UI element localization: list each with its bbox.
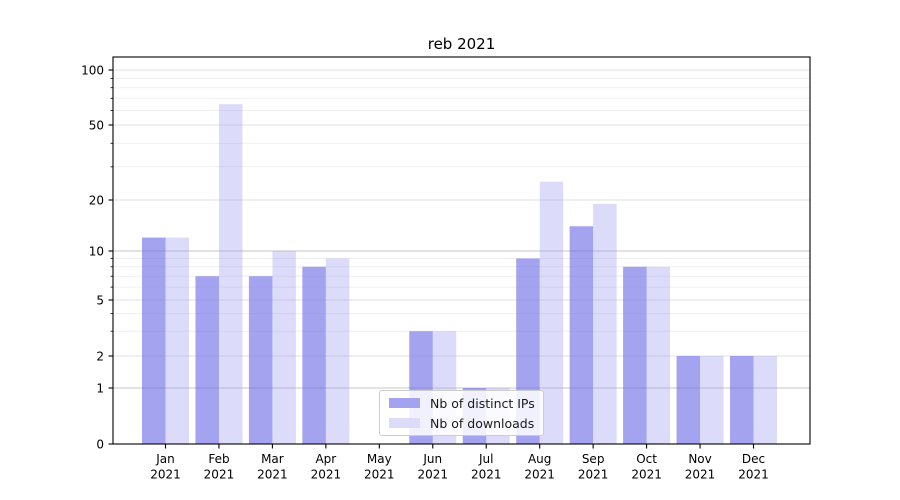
bar-distinct-ips-mar xyxy=(248,276,273,444)
x-tick-label-nov: Nov 2021 xyxy=(685,452,716,482)
y-tick-label-20: 20 xyxy=(89,194,104,208)
x-tick-label-dec: Dec 2021 xyxy=(738,452,769,482)
y-tick-label-0: 0 xyxy=(96,438,104,452)
x-tick-label-sep: Sep 2021 xyxy=(578,452,609,482)
y-tick-label-100: 100 xyxy=(81,64,104,78)
legend-item-downloads: Nb of downloads xyxy=(389,416,534,431)
legend-swatch-distinct-ips xyxy=(389,398,420,408)
x-tick-label-may: May 2021 xyxy=(364,452,395,482)
legend-swatch-downloads xyxy=(389,418,420,428)
bar-downloads-aug xyxy=(539,181,564,445)
x-tick-label-feb: Feb 2021 xyxy=(204,452,235,482)
bar-distinct-ips-nov xyxy=(676,356,701,444)
x-tick-label-jan: Jan 2021 xyxy=(150,452,181,482)
y-tick-label-2: 2 xyxy=(96,350,104,364)
bar-downloads-sep xyxy=(593,203,617,444)
bar-downloads-oct xyxy=(646,266,671,444)
bar-distinct-ips-feb xyxy=(195,276,219,444)
bar-distinct-ips-oct xyxy=(623,266,647,444)
bar-distinct-ips-jan xyxy=(142,237,166,444)
legend-label-distinct-ips: Nb of distinct IPs xyxy=(430,395,535,411)
legend-item-distinct-ips: Nb of distinct IPs xyxy=(389,395,535,411)
y-tick-label-5: 5 xyxy=(96,294,104,308)
x-tick-label-aug: Aug 2021 xyxy=(524,452,555,482)
x-tick-label-oct: Oct 2021 xyxy=(631,452,662,482)
bar-downloads-feb xyxy=(218,104,243,445)
bar-downloads-mar xyxy=(272,251,296,444)
x-tick-label-apr: Apr 2021 xyxy=(311,452,342,482)
legend: Nb of distinct IPs Nb of downloads xyxy=(379,390,544,436)
legend-label-downloads: Nb of downloads xyxy=(430,415,535,431)
y-tick-label-10: 10 xyxy=(89,245,104,259)
y-tick-label-1: 1 xyxy=(96,382,104,396)
x-tick-label-mar: Mar 2021 xyxy=(257,452,288,482)
bar-downloads-nov xyxy=(700,356,724,444)
bar-downloads-dec xyxy=(753,356,777,444)
bar-distinct-ips-sep xyxy=(569,226,594,444)
x-tick-label-jul: Jul 2021 xyxy=(471,452,502,482)
bar-distinct-ips-apr xyxy=(302,266,326,444)
x-tick-label-jun: Jun 2021 xyxy=(417,452,448,482)
bar-downloads-jan xyxy=(165,237,189,444)
chart-title: reb 2021 xyxy=(427,35,496,53)
y-tick-label-50: 50 xyxy=(89,119,104,133)
bar-downloads-apr xyxy=(325,258,350,444)
bar-distinct-ips-dec xyxy=(730,356,754,444)
